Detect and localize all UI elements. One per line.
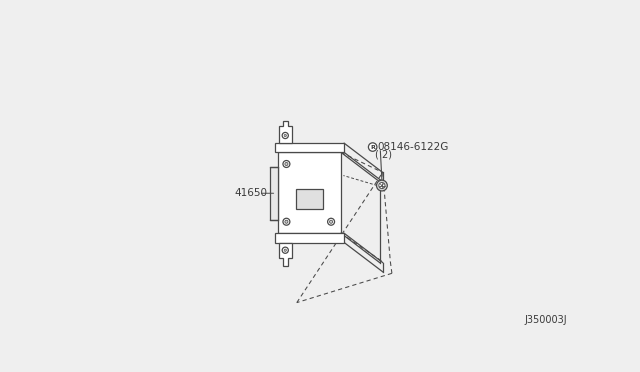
Bar: [296, 189, 323, 209]
Bar: [275, 143, 344, 153]
Text: 41650: 41650: [234, 188, 267, 198]
Circle shape: [369, 143, 377, 151]
Text: ( 2): ( 2): [375, 150, 392, 160]
Text: J350003J: J350003J: [524, 315, 566, 325]
Circle shape: [282, 132, 289, 139]
Polygon shape: [279, 121, 292, 143]
Circle shape: [284, 249, 287, 251]
Circle shape: [282, 247, 289, 253]
Bar: [278, 153, 341, 233]
Circle shape: [285, 220, 288, 223]
Circle shape: [379, 183, 385, 189]
Circle shape: [283, 161, 290, 167]
Circle shape: [328, 218, 335, 225]
Polygon shape: [279, 243, 292, 266]
Text: R: R: [370, 145, 375, 150]
Circle shape: [283, 218, 290, 225]
Bar: [275, 233, 344, 243]
Circle shape: [330, 220, 333, 223]
Text: 08146-6122G: 08146-6122G: [378, 142, 449, 152]
Bar: [270, 167, 278, 219]
Circle shape: [376, 180, 387, 191]
Circle shape: [284, 134, 287, 137]
Circle shape: [285, 163, 288, 166]
